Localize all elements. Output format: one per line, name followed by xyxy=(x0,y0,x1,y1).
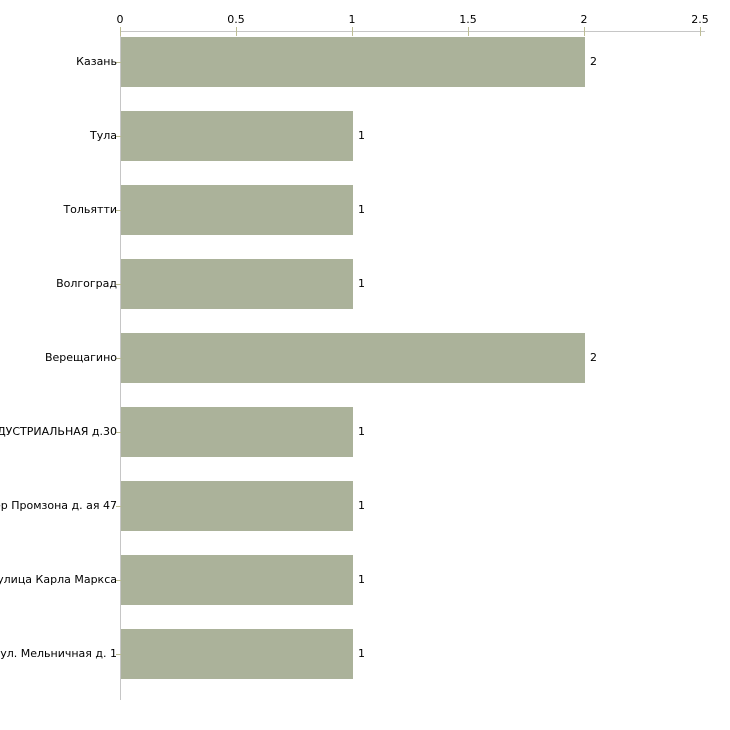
bar-value-label: 1 xyxy=(358,425,365,438)
y-axis-tick-mark xyxy=(116,210,121,211)
category-label: ер Промзона д. ая 47 xyxy=(0,499,117,512)
bar xyxy=(121,259,353,309)
y-axis-tick-mark xyxy=(116,284,121,285)
x-axis-tick-label: 2 xyxy=(580,13,588,26)
bar-value-label: 1 xyxy=(358,277,365,290)
category-label: Волгоград xyxy=(56,277,117,290)
x-axis-tick-mark xyxy=(468,27,469,36)
category-label: ДУСТРИАЛЬНАЯ д.30 xyxy=(0,425,117,438)
category-label: ул. Мельничная д. 1 xyxy=(0,647,117,660)
y-axis-tick-mark xyxy=(116,136,121,137)
bar xyxy=(121,333,585,383)
bar-value-label: 2 xyxy=(590,55,597,68)
bar xyxy=(121,37,585,87)
x-axis-tick-label: 2.5 xyxy=(691,13,709,26)
y-axis-tick-mark xyxy=(116,654,121,655)
y-axis-tick-mark xyxy=(116,506,121,507)
y-axis-tick-mark xyxy=(116,432,121,433)
bar-value-label: 1 xyxy=(358,129,365,142)
bar-value-label: 1 xyxy=(358,647,365,660)
bar xyxy=(121,555,353,605)
bar xyxy=(121,185,353,235)
x-axis-tick-label: 0 xyxy=(116,13,124,26)
bar xyxy=(121,481,353,531)
y-axis-line xyxy=(120,31,121,700)
bar-value-label: 2 xyxy=(590,351,597,364)
category-label: Верещагино xyxy=(44,351,117,364)
category-label: Тольятти xyxy=(63,203,117,216)
x-axis-tick-label: 1.5 xyxy=(459,13,477,26)
category-label: улица Карла Маркса xyxy=(0,573,117,586)
x-axis-tick-mark xyxy=(352,27,353,36)
x-axis-tick-label: 1 xyxy=(348,13,356,26)
y-axis-tick-mark xyxy=(116,62,121,63)
x-axis-tick-mark xyxy=(584,27,585,36)
x-axis-tick-mark xyxy=(120,27,121,36)
x-axis-tick-label: 0.5 xyxy=(227,13,245,26)
bar xyxy=(121,407,353,457)
category-label: Казань xyxy=(76,55,117,68)
y-axis-tick-mark xyxy=(116,358,121,359)
bar-value-label: 1 xyxy=(358,203,365,216)
bar xyxy=(121,111,353,161)
y-axis-tick-mark xyxy=(116,580,121,581)
x-axis-tick-mark xyxy=(236,27,237,36)
category-label: Тула xyxy=(89,129,117,142)
x-axis-tick-mark xyxy=(700,27,701,36)
bar-value-label: 1 xyxy=(358,499,365,512)
x-axis-line xyxy=(120,31,705,32)
bar-value-label: 1 xyxy=(358,573,365,586)
bar xyxy=(121,629,353,679)
